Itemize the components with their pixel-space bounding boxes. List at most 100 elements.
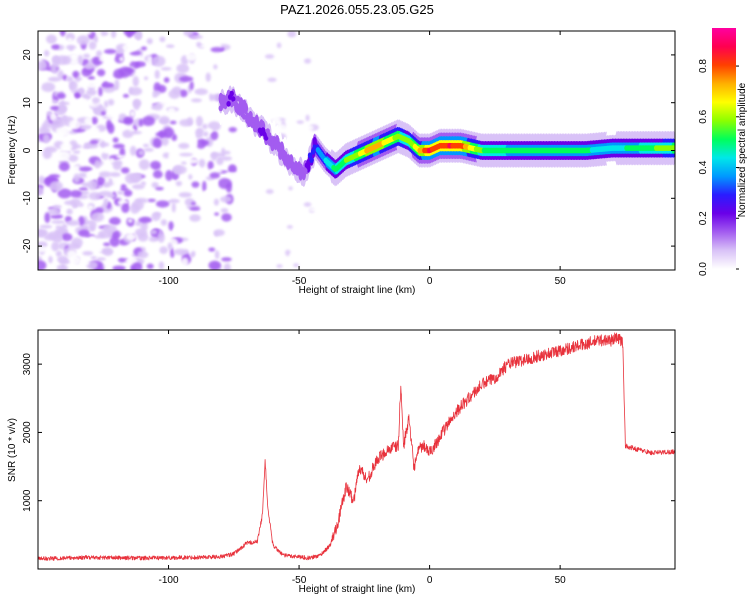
noise-speckle xyxy=(129,130,142,135)
noise-speckle xyxy=(51,241,60,252)
noise-speckle xyxy=(82,261,90,266)
noise-speckle xyxy=(160,137,169,146)
noise-speckle xyxy=(98,86,103,97)
noise-speckle xyxy=(57,70,64,80)
noise-speckle xyxy=(41,82,56,93)
noise-speckle xyxy=(73,173,80,184)
noise-speckle xyxy=(109,236,120,247)
noise-speckle xyxy=(153,103,163,111)
noise-speckle xyxy=(186,53,197,61)
noise-speckle xyxy=(141,116,155,127)
noise-speckle xyxy=(270,195,279,203)
noise-speckle xyxy=(308,207,319,212)
noise-speckle xyxy=(197,127,204,135)
noise-speckle xyxy=(125,257,138,265)
noise-speckle xyxy=(190,252,195,258)
noise-speckle xyxy=(173,248,188,256)
noise-speckle xyxy=(113,68,125,79)
noise-speckle xyxy=(66,220,80,226)
noise-speckle xyxy=(164,179,177,184)
noise-speckle xyxy=(94,159,101,169)
noise-speckle xyxy=(277,123,287,133)
ridge-cell xyxy=(242,113,247,120)
noise-speckle xyxy=(68,154,79,162)
noise-speckle xyxy=(210,151,218,161)
noise-speckle xyxy=(152,93,158,98)
noise-speckle xyxy=(90,256,97,260)
noise-speckle xyxy=(38,260,47,270)
noise-speckle xyxy=(72,150,81,154)
noise-speckle xyxy=(112,137,119,143)
noise-speckle xyxy=(228,164,237,174)
noise-speckle xyxy=(285,91,294,97)
noise-speckle xyxy=(292,114,302,123)
noise-speckle xyxy=(103,100,109,108)
noise-speckle xyxy=(287,31,297,38)
ridge-cell xyxy=(231,96,236,102)
noise-speckle xyxy=(288,186,293,191)
noise-speckle xyxy=(178,142,190,149)
noise-speckle xyxy=(134,228,148,238)
noise-speckle xyxy=(79,166,93,172)
noise-speckle xyxy=(204,182,215,193)
noise-speckle xyxy=(176,63,190,74)
ridge-cell xyxy=(235,95,241,102)
noise-speckle xyxy=(147,55,153,67)
x-tick-label: -50 xyxy=(292,276,307,287)
noise-speckle xyxy=(267,77,277,83)
noise-speckle xyxy=(81,67,93,77)
noise-speckle xyxy=(178,192,192,198)
noise-speckle xyxy=(109,172,121,177)
ridge-cell xyxy=(229,90,234,97)
noise-speckle xyxy=(308,240,317,245)
noise-speckle xyxy=(113,97,127,107)
noise-speckle xyxy=(39,224,53,229)
noise-speckle xyxy=(59,259,70,265)
noise-speckle xyxy=(69,189,82,198)
noise-speckle xyxy=(289,253,300,258)
noise-speckle xyxy=(148,236,159,242)
noise-speckle xyxy=(48,174,61,179)
ridge-cell xyxy=(287,162,292,169)
noise-speckle xyxy=(38,59,47,71)
noise-speckle xyxy=(207,100,218,110)
noise-speckle xyxy=(294,35,300,43)
noise-speckle xyxy=(173,227,180,236)
noise-speckle xyxy=(69,80,75,91)
noise-speckle xyxy=(57,101,70,106)
noise-speckle xyxy=(201,123,208,130)
noise-speckle xyxy=(181,257,189,267)
noise-speckle xyxy=(190,201,197,206)
colorbar-tick-label: 0.8 xyxy=(698,59,709,73)
noise-speckle xyxy=(125,173,136,184)
noise-speckle xyxy=(214,250,220,260)
noise-speckle xyxy=(298,85,308,93)
noise-speckle xyxy=(59,142,73,151)
noise-speckle xyxy=(88,219,97,230)
y-tick-label: 20 xyxy=(22,49,33,61)
noise-speckle xyxy=(107,98,115,106)
noise-speckle xyxy=(201,209,207,215)
noise-speckle xyxy=(212,34,220,44)
noise-speckle xyxy=(301,31,308,37)
noise-speckle xyxy=(67,250,77,259)
noise-speckle xyxy=(163,49,173,60)
noise-speckle xyxy=(179,152,193,157)
noise-speckle xyxy=(72,70,79,79)
noise-speckle xyxy=(181,161,187,165)
noise-speckle xyxy=(89,139,99,145)
noise-speckle xyxy=(142,143,150,148)
noise-speckle xyxy=(109,158,115,163)
noise-speckle xyxy=(202,131,209,137)
noise-speckle xyxy=(220,196,232,203)
noise-speckle xyxy=(209,172,221,179)
noise-speckle xyxy=(279,31,287,34)
ridge-cell xyxy=(251,116,256,123)
noise-speckle xyxy=(122,157,128,166)
noise-speckle xyxy=(43,49,50,57)
noise-speckle xyxy=(162,152,171,159)
noise-speckle xyxy=(42,133,50,144)
noise-speckle xyxy=(129,50,142,56)
noise-speckle xyxy=(54,116,68,123)
